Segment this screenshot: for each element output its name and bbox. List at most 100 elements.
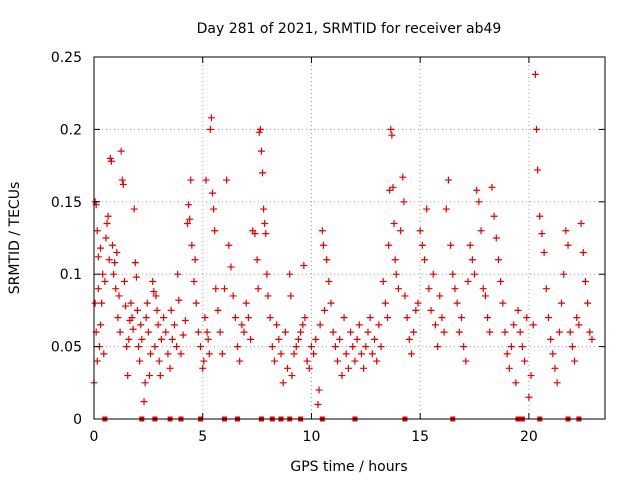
- data-point: [447, 241, 455, 249]
- data-point: [136, 357, 144, 365]
- data-point: [104, 212, 112, 220]
- data-point: [284, 364, 292, 372]
- data-point: [223, 176, 231, 184]
- data-point: [111, 259, 119, 267]
- data-point: [481, 292, 489, 300]
- data-point: [191, 256, 199, 264]
- data-point: [573, 314, 581, 322]
- data-point: [397, 227, 405, 235]
- data-point: [575, 321, 583, 329]
- data-point: [315, 386, 323, 394]
- data-point: [442, 205, 450, 213]
- data-point: [107, 157, 115, 165]
- data-point: [299, 321, 307, 329]
- data-point: [401, 292, 409, 300]
- data-point: [300, 262, 308, 270]
- data-point: [263, 270, 271, 278]
- data-point: [468, 256, 476, 264]
- data-point: [555, 328, 563, 336]
- data-point: [142, 314, 150, 322]
- data-point: [144, 328, 152, 336]
- data-point: [385, 241, 393, 249]
- data-point: [588, 335, 596, 343]
- data-point: [471, 270, 479, 278]
- y-tick-label: 0: [73, 412, 82, 428]
- data-point: [212, 285, 220, 293]
- data-point: [564, 241, 572, 249]
- data-point: [292, 343, 300, 351]
- data-point: [188, 241, 196, 249]
- data-point: [325, 277, 333, 285]
- data-point: [236, 357, 244, 365]
- data-point: [268, 343, 276, 351]
- data-point: [312, 335, 320, 343]
- data-point: [102, 234, 110, 242]
- data-point: [586, 328, 594, 336]
- data-point: [152, 292, 160, 300]
- data-point: [451, 285, 459, 293]
- x-axis-label: GPS time / hours: [290, 459, 407, 475]
- data-point: [113, 248, 121, 256]
- data-point: [238, 321, 246, 329]
- data-point: [384, 314, 392, 322]
- data-point: [514, 306, 522, 314]
- data-point: [303, 357, 311, 365]
- data-point: [444, 176, 452, 184]
- data-point: [184, 220, 192, 228]
- data-point: [273, 321, 281, 329]
- data-point: [210, 205, 218, 213]
- data-point: [390, 220, 398, 228]
- data-point: [231, 314, 239, 322]
- data-point: [457, 314, 465, 322]
- data-point: [540, 248, 548, 256]
- data-point: [560, 270, 568, 278]
- data-point: [449, 270, 457, 278]
- data-point: [170, 321, 178, 329]
- data-point: [462, 357, 470, 365]
- data-point: [577, 220, 585, 228]
- data-point: [301, 314, 309, 322]
- data-point: [394, 285, 402, 293]
- data-point: [202, 176, 210, 184]
- data-point: [329, 328, 337, 336]
- data-point: [116, 328, 124, 336]
- y-ticks: 0 0.05 0.1 0.15 0.2 0.25: [51, 50, 605, 428]
- data-point: [229, 292, 237, 300]
- data-point: [151, 343, 159, 351]
- y-tick-label: 0.15: [51, 195, 82, 211]
- data-point: [227, 263, 235, 271]
- data-point: [531, 70, 539, 78]
- data-point: [307, 343, 315, 351]
- data-point: [251, 230, 259, 238]
- data-point: [150, 288, 158, 296]
- data-point: [200, 357, 208, 365]
- data-point: [379, 277, 387, 285]
- data-point: [201, 314, 209, 322]
- data-point: [349, 343, 357, 351]
- data-point: [353, 335, 361, 343]
- data-point: [492, 234, 500, 242]
- y-tick-label: 0.25: [51, 50, 82, 66]
- data-point: [388, 131, 396, 139]
- data-point: [264, 292, 272, 300]
- data-point: [192, 299, 200, 307]
- data-point: [120, 277, 128, 285]
- data-point: [290, 350, 298, 358]
- data-point: [211, 227, 219, 235]
- data-point: [527, 372, 535, 380]
- data-point: [99, 270, 107, 278]
- data-point: [204, 335, 212, 343]
- data-point: [549, 350, 557, 358]
- data-point: [389, 183, 397, 191]
- data-point: [123, 343, 131, 351]
- data-point: [553, 379, 561, 387]
- data-point: [364, 328, 372, 336]
- data-point: [194, 328, 202, 336]
- data-point: [371, 335, 379, 343]
- data-point: [162, 328, 170, 336]
- data-point: [140, 398, 148, 406]
- data-point: [499, 299, 507, 307]
- data-point: [584, 299, 592, 307]
- data-point: [131, 259, 139, 267]
- data-point: [460, 343, 468, 351]
